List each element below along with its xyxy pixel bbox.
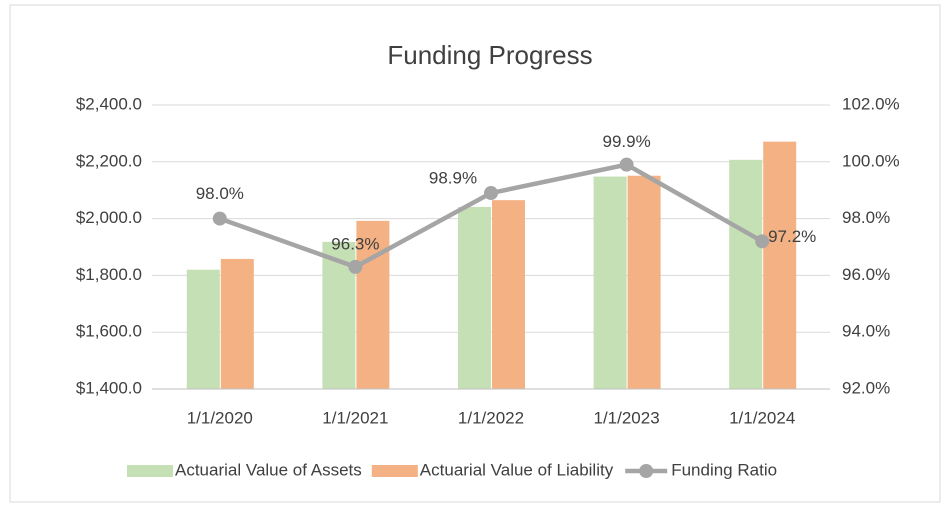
y2-tick-label: 102.0% <box>842 94 900 113</box>
data-label: 99.9% <box>602 132 650 151</box>
data-label: 98.0% <box>196 184 244 203</box>
y-tick-label: $2,200.0 <box>76 151 142 170</box>
legend-label: Actuarial Value of Assets <box>175 460 362 479</box>
chart-title: Funding Progress <box>387 40 592 70</box>
data-label: 96.3% <box>331 234 379 253</box>
y-tick-label: $1,800.0 <box>76 265 142 284</box>
y2-tick-label: 92.0% <box>842 378 890 397</box>
legend-swatch <box>127 465 173 477</box>
bar <box>627 175 661 389</box>
marker <box>619 157 634 172</box>
data-label: 98.9% <box>429 169 477 188</box>
bar <box>492 200 525 389</box>
legend-marker <box>639 464 654 478</box>
y2-tick-label: 100.0% <box>842 151 900 170</box>
x-tick-label: 1/1/2022 <box>458 408 524 427</box>
x-tick-label: 1/1/2024 <box>729 408 795 427</box>
marker <box>755 234 770 249</box>
y-tick-label: $2,000.0 <box>76 208 142 227</box>
x-tick-label: 1/1/2021 <box>322 408 388 427</box>
bar <box>186 269 220 389</box>
bar <box>729 159 763 389</box>
legend-swatch <box>371 465 418 477</box>
bar <box>593 176 627 389</box>
marker <box>212 211 227 226</box>
marker <box>348 259 363 274</box>
marker <box>484 186 498 201</box>
legend-label: Actuarial Value of Liability <box>420 460 614 479</box>
data-label: 97.2% <box>768 227 816 246</box>
y-tick-label: $1,400.0 <box>76 378 142 397</box>
x-tick-label: 1/1/2023 <box>594 408 660 427</box>
y-tick-label: $2,400.0 <box>76 94 142 113</box>
legend-label: Funding Ratio <box>671 460 777 479</box>
y-tick-label: $1,600.0 <box>76 322 142 341</box>
y2-tick-label: 94.0% <box>842 322 890 341</box>
bar <box>763 141 797 389</box>
x-tick-label: 1/1/2020 <box>187 408 253 427</box>
bar <box>458 206 491 389</box>
y2-tick-label: 96.0% <box>842 265 890 284</box>
y2-tick-label: 98.0% <box>842 208 890 227</box>
bar <box>220 258 254 389</box>
